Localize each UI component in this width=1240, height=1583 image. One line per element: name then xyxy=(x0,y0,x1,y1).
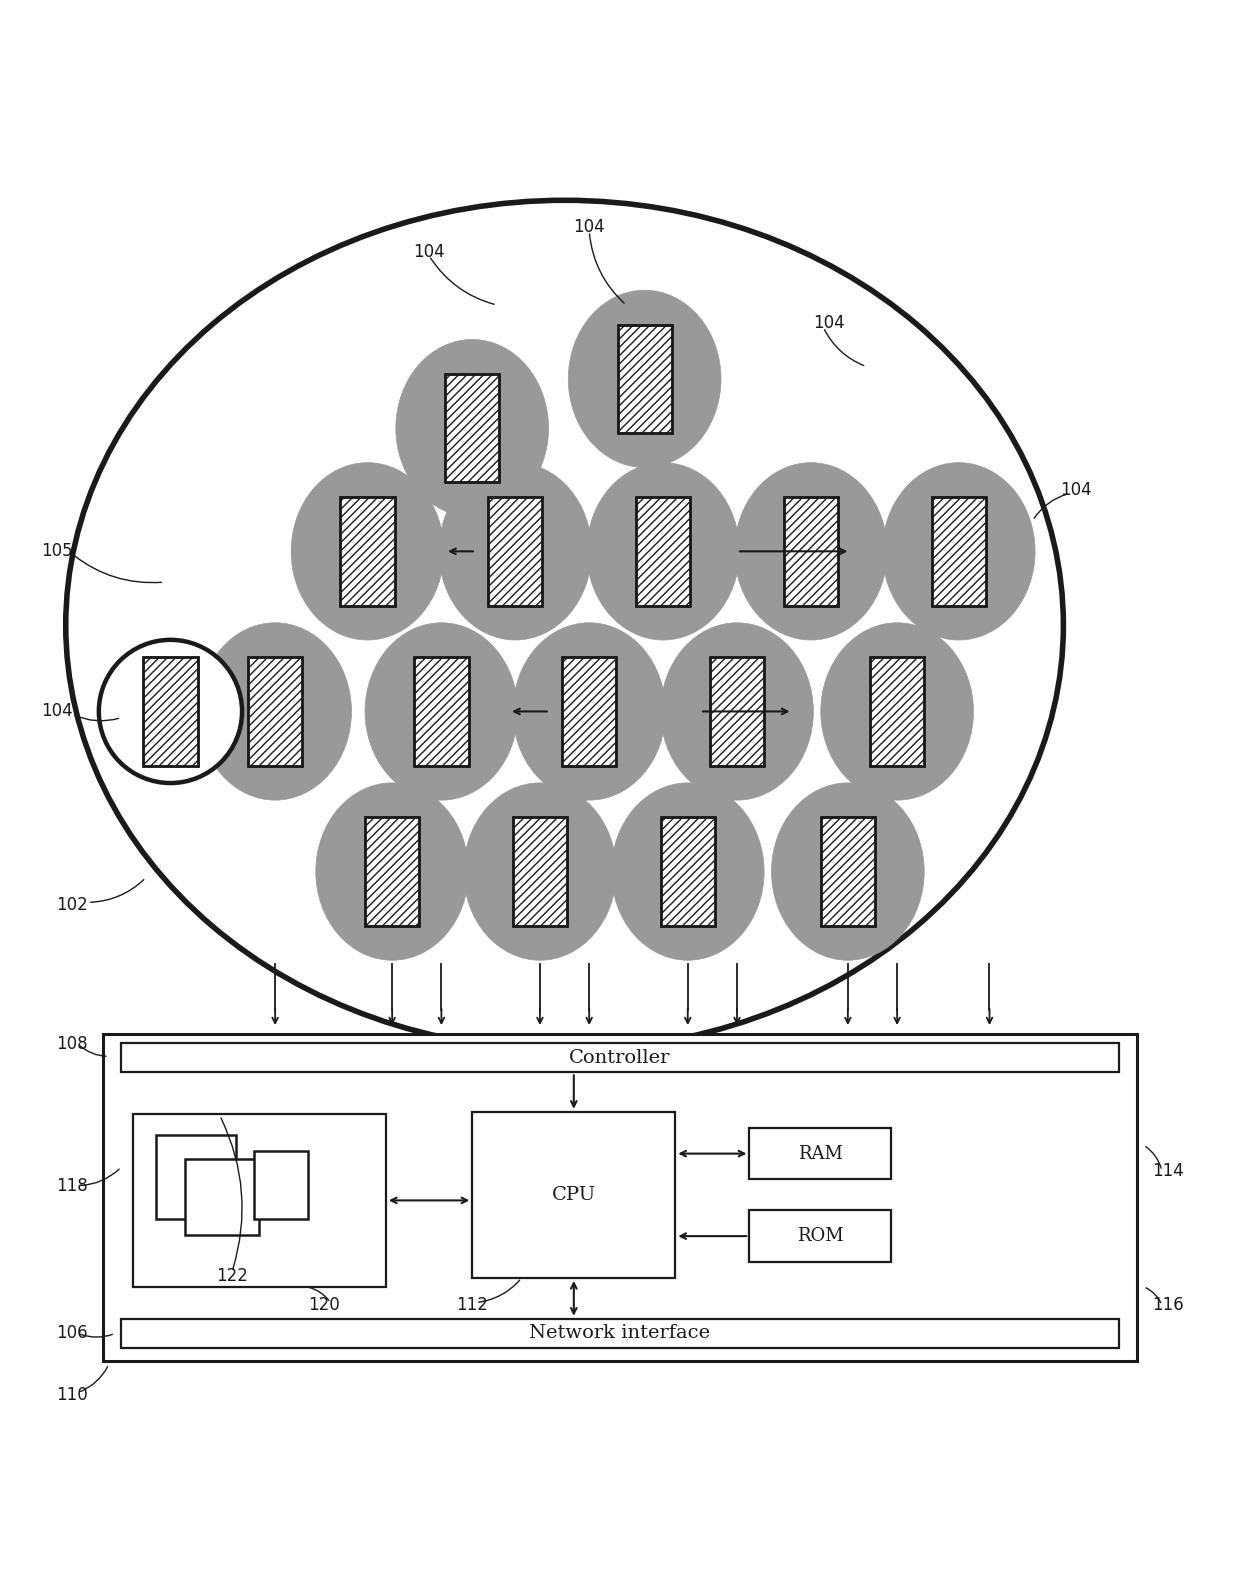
Bar xyxy=(445,374,500,483)
Bar xyxy=(711,657,764,766)
Text: 104: 104 xyxy=(413,244,445,261)
Text: Controller: Controller xyxy=(569,1048,671,1067)
Bar xyxy=(248,657,303,766)
Text: Network interface: Network interface xyxy=(529,1325,711,1342)
Ellipse shape xyxy=(587,462,739,640)
Bar xyxy=(254,1151,309,1219)
Bar xyxy=(185,1159,259,1235)
Bar xyxy=(661,817,714,926)
Bar xyxy=(248,657,303,766)
Text: 108: 108 xyxy=(56,1035,88,1053)
Text: 110: 110 xyxy=(56,1387,88,1404)
Bar xyxy=(341,497,394,606)
Bar xyxy=(134,1114,386,1287)
Ellipse shape xyxy=(66,201,1064,1050)
Ellipse shape xyxy=(568,290,720,467)
Ellipse shape xyxy=(734,462,888,640)
Text: 104: 104 xyxy=(1060,481,1091,499)
Text: 112: 112 xyxy=(456,1296,489,1314)
Ellipse shape xyxy=(439,462,591,640)
Bar xyxy=(749,1127,892,1179)
Bar xyxy=(562,657,616,766)
Bar xyxy=(513,817,567,926)
Text: 122: 122 xyxy=(216,1266,248,1284)
Ellipse shape xyxy=(365,622,518,799)
Bar xyxy=(931,497,986,606)
Ellipse shape xyxy=(771,784,924,961)
Ellipse shape xyxy=(611,784,764,961)
Text: RAM: RAM xyxy=(797,1145,843,1162)
Bar xyxy=(445,374,500,483)
Bar xyxy=(414,657,469,766)
Bar xyxy=(821,817,875,926)
Ellipse shape xyxy=(464,784,616,961)
Text: 120: 120 xyxy=(309,1296,340,1314)
Bar xyxy=(636,497,691,606)
Bar xyxy=(618,325,672,434)
Text: 114: 114 xyxy=(1152,1162,1184,1179)
Bar xyxy=(122,1043,1118,1072)
Ellipse shape xyxy=(291,462,444,640)
Bar xyxy=(103,1034,1137,1360)
Bar xyxy=(870,657,924,766)
Ellipse shape xyxy=(821,622,973,799)
Bar xyxy=(365,817,419,926)
Bar xyxy=(931,497,986,606)
Bar xyxy=(144,657,197,766)
Circle shape xyxy=(99,640,242,784)
Bar xyxy=(489,497,542,606)
Ellipse shape xyxy=(316,784,469,961)
Bar xyxy=(489,497,542,606)
Ellipse shape xyxy=(513,622,666,799)
Text: 116: 116 xyxy=(1152,1296,1184,1314)
Ellipse shape xyxy=(198,622,351,799)
Ellipse shape xyxy=(883,462,1035,640)
Text: 106: 106 xyxy=(56,1325,88,1342)
Bar xyxy=(749,1211,892,1262)
Text: 105: 105 xyxy=(41,543,73,560)
Bar xyxy=(365,817,419,926)
Bar xyxy=(618,325,672,434)
Ellipse shape xyxy=(396,339,548,516)
Bar xyxy=(784,497,838,606)
Bar xyxy=(711,657,764,766)
Bar xyxy=(472,1111,676,1277)
Bar xyxy=(636,497,691,606)
Text: ROM: ROM xyxy=(797,1227,843,1246)
Bar xyxy=(784,497,838,606)
Bar xyxy=(144,657,197,766)
Bar xyxy=(870,657,924,766)
Text: 104: 104 xyxy=(41,703,73,720)
Bar xyxy=(661,817,714,926)
Ellipse shape xyxy=(661,622,813,799)
Bar xyxy=(513,817,567,926)
Text: 118: 118 xyxy=(56,1176,88,1195)
Bar xyxy=(122,1319,1118,1349)
Bar xyxy=(562,657,616,766)
Bar xyxy=(341,497,394,606)
Text: 102: 102 xyxy=(56,896,88,913)
Bar xyxy=(821,817,875,926)
Text: 104: 104 xyxy=(573,218,605,236)
Bar xyxy=(156,1135,236,1219)
Bar xyxy=(414,657,469,766)
Text: 104: 104 xyxy=(813,315,846,332)
Text: CPU: CPU xyxy=(552,1186,596,1203)
